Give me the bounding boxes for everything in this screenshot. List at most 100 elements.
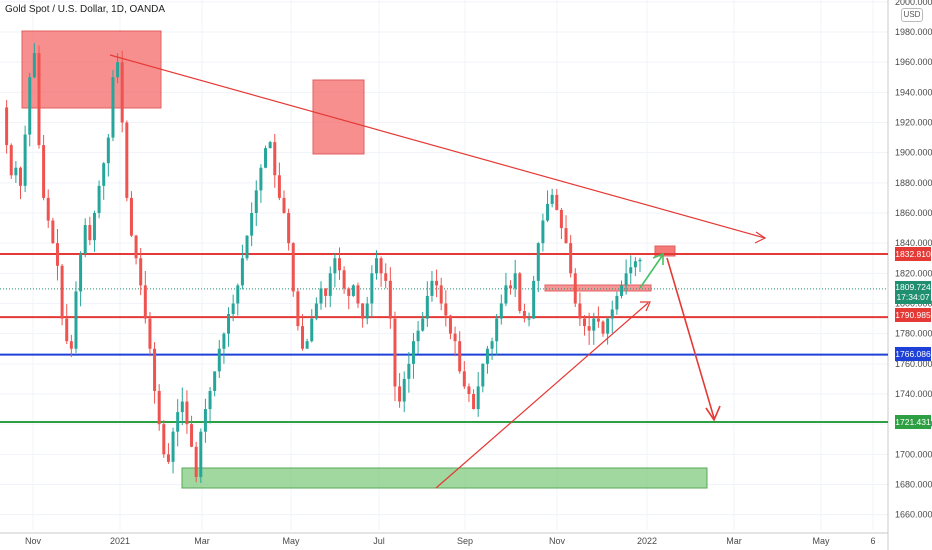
trendline-arrowhead [754, 231, 767, 244]
y-tick-label: 1840.000 [895, 238, 932, 248]
y-tick-label: 1860.000 [895, 208, 932, 218]
candle-body [148, 318, 152, 349]
candle-body [351, 285, 355, 296]
candle-body [578, 303, 582, 319]
target-zone [654, 245, 676, 257]
candle-body [171, 431, 175, 462]
candle-body [268, 142, 272, 149]
candle-body [485, 348, 489, 364]
candle-body [28, 77, 32, 135]
projection-up-arrowhead [652, 252, 664, 265]
candle-body [92, 212, 96, 241]
candle-body [97, 185, 101, 213]
candle-body [504, 285, 508, 304]
candle-body [314, 303, 318, 319]
projection-down-arrowhead [705, 405, 721, 422]
x-tick-label: Nov [25, 536, 42, 546]
candle-body [273, 142, 277, 176]
candle-body [287, 212, 291, 244]
candle-body [231, 303, 235, 315]
level-badge-1721: 1721.431 [895, 415, 931, 429]
candle-body [638, 259, 642, 262]
candle-body [18, 167, 22, 186]
candle-body [615, 295, 619, 310]
candle-body [176, 412, 180, 432]
y-tick-label: 1960.000 [895, 57, 932, 67]
candle-body [453, 333, 457, 342]
candle-body [120, 62, 124, 123]
projection-down-arrow [666, 257, 715, 419]
candle-body [495, 318, 499, 342]
candle-body [365, 303, 369, 319]
candle-body [411, 341, 415, 364]
candle-body [213, 371, 217, 391]
x-tick-label: Mar [726, 536, 742, 546]
candle-body [592, 318, 596, 331]
candle-body [88, 225, 92, 241]
candle-body [620, 285, 624, 296]
candle-body [185, 401, 189, 425]
candle-body [190, 424, 194, 447]
candle-body [448, 315, 452, 334]
candle-body [23, 134, 27, 186]
candle-body [153, 348, 157, 391]
candle-body [65, 318, 69, 342]
candle-body [37, 53, 41, 146]
candle-body [370, 273, 374, 304]
currency-button[interactable]: USD [901, 8, 923, 22]
candle-body [342, 270, 346, 289]
candle-body [402, 378, 406, 402]
candle-body [476, 386, 480, 410]
candle-body [227, 314, 231, 334]
y-tick-label: 1660.000 [895, 510, 932, 520]
y-tick-label: 1880.000 [895, 178, 932, 188]
candle-body [83, 225, 87, 254]
y-tick-label: 1940.000 [895, 87, 932, 97]
x-tick-label: Sep [457, 536, 473, 546]
candle-body [282, 197, 286, 213]
y-tick-label: 1740.000 [895, 389, 932, 399]
x-tick-label: 2021 [110, 536, 130, 546]
candle-body [462, 371, 466, 387]
candle-body [134, 235, 138, 259]
x-tick-label: Mar [194, 536, 210, 546]
candle-body [60, 265, 64, 319]
candle-body [180, 401, 184, 413]
candle-body [305, 341, 309, 349]
candle-body [194, 446, 198, 477]
candle-body [546, 203, 550, 221]
candle-body [236, 285, 240, 304]
candle-body [550, 194, 554, 204]
candle-body [610, 309, 614, 319]
candle-body [250, 212, 254, 236]
candle-body [444, 303, 448, 316]
candle-body [328, 273, 332, 296]
candle-body [162, 424, 166, 455]
candle-body [102, 163, 106, 186]
candle-body [606, 318, 610, 334]
candle-body [499, 303, 503, 319]
candle-body [379, 258, 383, 274]
candle-body [407, 363, 411, 379]
candle-body [393, 318, 397, 387]
candle-body [157, 390, 161, 425]
level-badge-1832: 1832.810 [895, 247, 931, 261]
y-tick-label: 2000.000 [895, 0, 932, 7]
candle-body [361, 303, 365, 319]
candle-body [254, 190, 258, 213]
level-badge-1790: 1790.985 [895, 308, 931, 322]
candle-body [143, 285, 147, 319]
candle-body [601, 321, 605, 334]
x-tick-label: May [812, 536, 830, 546]
candle-body [291, 243, 295, 292]
candle-body [490, 341, 494, 349]
candle-body [573, 273, 577, 304]
y-tick-label: 1920.000 [895, 117, 932, 127]
candle-body [106, 137, 110, 164]
candle-body [296, 291, 300, 327]
candle-body [259, 167, 263, 191]
candle-body [240, 258, 244, 286]
descending-trendline [109, 54, 766, 239]
